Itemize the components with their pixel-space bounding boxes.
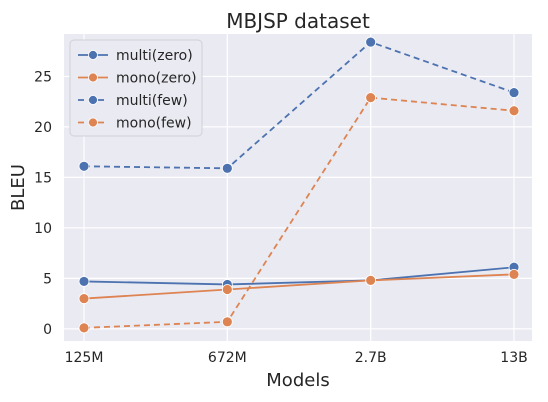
data-point [221,284,233,295]
legend-label: multi(few) [116,93,188,109]
data-point [365,275,377,286]
legend-label: mono(few) [116,116,192,132]
x-tick-label: 672M [208,350,247,366]
series-mono-zero [78,268,520,304]
data-point [365,92,377,104]
legend-entry: mono(few) [78,116,192,132]
y-tick-label: 25 [34,69,52,85]
data-point [78,293,90,304]
series-line [83,41,515,170]
data-point [221,162,233,174]
x-tick-label: 2.7B [355,350,387,366]
legend-entry: multi(few) [78,93,188,109]
series-multi-few [78,36,520,174]
data-point [508,105,520,117]
data-point [221,316,233,328]
legend: multi(zero) mono(zero) multi(few) mono(few) [69,39,203,137]
y-tick-label: 0 [43,322,52,338]
data-point [365,36,377,48]
legend-label: mono(zero) [116,71,197,87]
legend-marker [88,117,98,128]
legend-label: multi(zero) [116,48,193,64]
legend-box [69,39,203,137]
series-mono-few [78,92,520,334]
legend-marker [88,50,98,60]
legend-marker [88,95,98,105]
data-point [78,322,90,334]
legend-marker [88,72,98,83]
tick-labels: 0 5 10 15 20 25 125M 672M 2.7B 13B [34,69,528,366]
y-tick-label: 5 [43,271,52,287]
data-point [78,276,90,287]
data-point [78,160,90,172]
series-layer [78,36,520,334]
chart-title: MBJSP dataset [226,9,370,33]
legend-entry: multi(zero) [78,48,193,64]
y-axis-label: BLEU [8,164,29,211]
data-point [508,87,520,98]
y-tick-label: 10 [34,221,52,237]
y-tick-label: 15 [34,170,52,186]
x-tick-label: 13B [500,350,527,366]
series-line [83,266,515,286]
x-tick-label: 125M [65,350,104,366]
x-axis-label: Models [266,370,329,391]
series-line [83,273,515,300]
legend-entry: mono(zero) [78,71,197,87]
grid [64,34,532,341]
data-point [508,268,520,280]
y-tick-label: 20 [34,120,52,136]
series-line [83,96,515,329]
